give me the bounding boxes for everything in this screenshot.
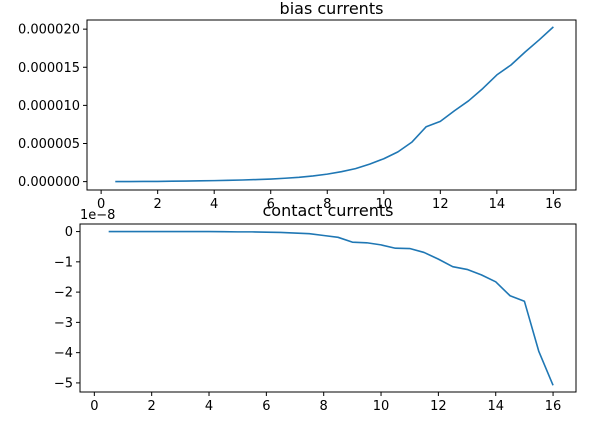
contact-x-tick-label: 6 bbox=[262, 399, 270, 414]
contact-x-tick-label: 16 bbox=[545, 399, 562, 414]
bias-axes-frame bbox=[86, 19, 577, 191]
contact-x-tick-label: 8 bbox=[320, 399, 328, 414]
bias-y-tick-label: 0.000000 bbox=[18, 175, 80, 190]
bias-x-tick-label: 16 bbox=[545, 197, 562, 212]
contact-y-tick-label: −3 bbox=[54, 316, 73, 331]
contact-axes-frame bbox=[79, 223, 577, 393]
contact-currents-panel: 0 2 4 6 8 10 12 14 16 0 −1 −2 −3 −4 −5 1e−8 contact curr… bbox=[54, 201, 577, 414]
contact-x-tick-label: 10 bbox=[373, 399, 390, 414]
bias-series-line bbox=[115, 26, 554, 183]
contact-y-tick-label: −2 bbox=[54, 286, 73, 301]
contact-chart-title: contact currents bbox=[262, 201, 393, 220]
bias-x-tick-label: 10 bbox=[376, 197, 393, 212]
contact-x-tick-label: 4 bbox=[205, 399, 213, 414]
bias-currents-panel: 0 2 4 6 8 10 12 14 16 0.000000 0.000005 0.000010 0.0… bbox=[18, 0, 577, 212]
contact-series-line bbox=[108, 230, 554, 386]
contact-x-tick-label: 0 bbox=[90, 399, 98, 414]
contact-x-tick-label: 2 bbox=[148, 399, 156, 414]
contact-y-tick-label: −5 bbox=[54, 376, 73, 391]
bias-chart-title: bias currents bbox=[280, 0, 384, 18]
contact-y-tick-label: 0 bbox=[65, 225, 73, 240]
bias-y-tick-label: 0.000005 bbox=[18, 137, 80, 152]
contact-x-tick-label: 12 bbox=[430, 399, 447, 414]
bias-x-tick-label: 0 bbox=[97, 197, 105, 212]
bias-y-tick-label: 0.000020 bbox=[18, 23, 80, 38]
contact-y-tick-label: −4 bbox=[54, 346, 73, 361]
bias-x-tick-label: 12 bbox=[432, 197, 449, 212]
contact-x-tick-label: 14 bbox=[487, 399, 504, 414]
bias-x-tick-label: 2 bbox=[154, 197, 162, 212]
bias-x-tick-label: 14 bbox=[489, 197, 506, 212]
bias-y-tick-label: 0.000015 bbox=[18, 61, 80, 76]
bias-x-tick-label: 6 bbox=[267, 197, 275, 212]
contact-y-tick-label: −1 bbox=[54, 255, 73, 270]
bias-x-tick-label: 4 bbox=[210, 197, 218, 212]
bias-y-tick-label: 0.000010 bbox=[18, 99, 80, 114]
contact-offset-text: 1e−8 bbox=[80, 208, 115, 223]
bias-x-tick-label: 8 bbox=[323, 197, 331, 212]
